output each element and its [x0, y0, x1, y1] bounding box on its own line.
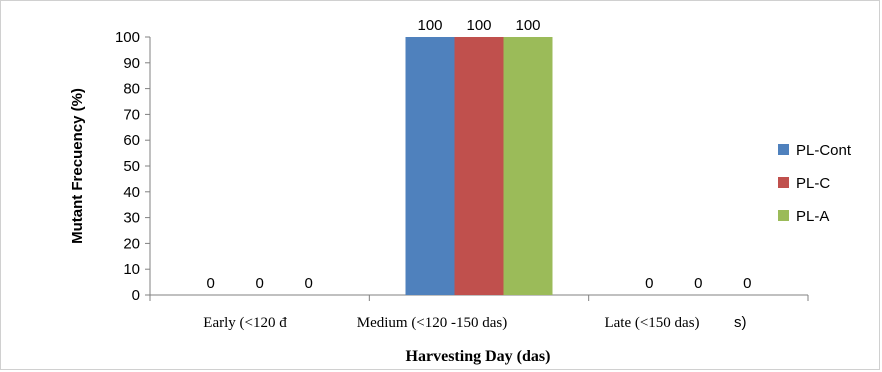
legend-swatch: [778, 144, 789, 155]
legend-swatch: [778, 177, 789, 188]
x-category-label: Late (<150 das): [604, 315, 699, 331]
data-label: 0: [743, 275, 751, 292]
data-label: 100: [466, 17, 491, 34]
data-label: 0: [645, 275, 653, 292]
data-label: 100: [417, 17, 442, 34]
y-tick-label: 30: [123, 210, 140, 227]
data-label: 0: [255, 275, 263, 292]
data-label: 100: [515, 17, 540, 34]
legend-label: PL-Cont: [796, 142, 852, 159]
y-tick-label: 90: [123, 55, 140, 72]
y-tick-label: 100: [115, 29, 140, 46]
legend-label: PL-C: [796, 175, 830, 192]
stray-text: s): [734, 314, 747, 331]
y-tick-label: 70: [123, 106, 140, 123]
x-category-label: Medium (<120 -150 das): [357, 315, 508, 331]
data-label: 0: [304, 275, 312, 292]
bar: [405, 37, 455, 295]
x-axis-label: Harvesting Day (das): [406, 348, 551, 365]
x-category-label: Early (<120 đ: [203, 315, 287, 331]
data-label: 0: [206, 275, 214, 292]
y-tick-label: 10: [123, 261, 140, 278]
y-tick-label: 50: [123, 158, 140, 175]
bar: [503, 37, 553, 295]
bar: [454, 37, 504, 295]
y-tick-label: 80: [123, 81, 140, 98]
legend-swatch: [778, 210, 789, 221]
legend-label: PL-A: [796, 208, 829, 225]
y-tick-label: 40: [123, 184, 140, 201]
y-axis-label: Mutant Frecuency (%): [69, 88, 86, 244]
y-tick-label: 20: [123, 235, 140, 252]
y-tick-label: 0: [132, 287, 140, 304]
y-tick-label: 60: [123, 132, 140, 149]
data-label: 0: [694, 275, 702, 292]
